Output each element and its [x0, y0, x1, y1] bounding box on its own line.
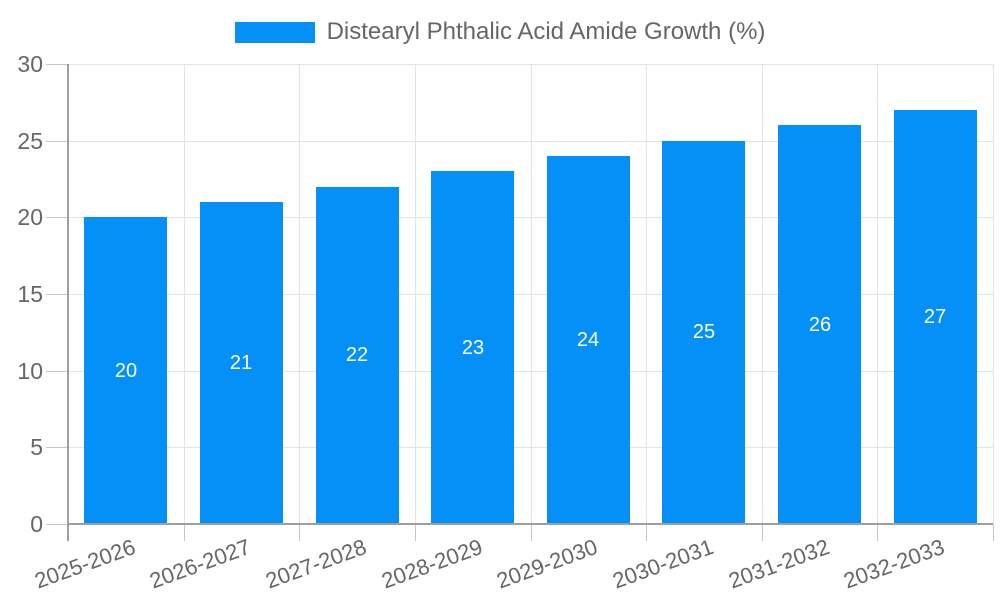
x-gridline [762, 64, 763, 524]
bar-value-label: 24 [576, 329, 600, 351]
y-axis-label: 5 [30, 434, 43, 460]
x-axis-label: 2026-2027 [146, 534, 254, 594]
y-tick-mark [46, 447, 68, 448]
legend: Distearyl Phthalic Acid Amide Growth (%) [0, 17, 1000, 47]
y-tick-mark [46, 217, 68, 218]
x-tick-mark [993, 524, 994, 541]
x-tick-mark [762, 524, 763, 541]
x-axis-label: 2028-2029 [378, 534, 486, 594]
y-axis-label: 25 [17, 128, 43, 154]
x-gridline [646, 64, 647, 524]
bar-value-label: 20 [114, 360, 138, 382]
x-gridline [415, 64, 416, 524]
y-gridline [68, 371, 993, 372]
bar-2030-2031[interactable] [662, 141, 745, 523]
bar-value-label: 25 [692, 321, 716, 343]
y-gridline [68, 141, 993, 142]
bar-2032-2033[interactable] [894, 110, 977, 523]
y-axis-label: 0 [30, 511, 43, 537]
y-axis-label: 30 [17, 51, 43, 77]
y-tick-mark [46, 524, 68, 525]
x-axis-label: 2030-2031 [609, 534, 717, 594]
x-tick-mark [299, 524, 300, 541]
y-axis-label: 15 [17, 281, 43, 307]
x-gridline [877, 64, 878, 524]
legend-item[interactable]: Distearyl Phthalic Acid Amide Growth (%) [234, 17, 766, 47]
y-axis-label: 10 [17, 358, 43, 384]
bar-2026-2027[interactable] [200, 202, 283, 523]
bar-2025-2026[interactable] [84, 217, 167, 523]
x-tick-mark [646, 524, 647, 541]
bar-2027-2028[interactable] [316, 187, 399, 523]
y-axis-line [67, 64, 69, 541]
bar-2031-2032[interactable] [778, 125, 861, 523]
x-tick-mark [415, 524, 416, 541]
bar-2029-2030[interactable] [547, 156, 630, 523]
x-gridline [531, 64, 532, 524]
bar-value-label: 22 [345, 344, 369, 366]
y-tick-mark [46, 64, 68, 65]
x-gridline [184, 64, 185, 524]
y-axis-label: 20 [17, 204, 43, 230]
y-gridline [68, 447, 993, 448]
x-gridline [299, 64, 300, 524]
x-tick-mark [531, 524, 532, 541]
y-gridline [68, 64, 993, 65]
bar-value-label: 23 [461, 337, 485, 359]
x-axis-label: 2032-2033 [840, 534, 948, 594]
y-gridline [68, 217, 993, 218]
bar-value-label: 21 [229, 352, 253, 374]
bar-value-label: 26 [808, 314, 832, 336]
x-axis-label: 2031-2032 [725, 534, 833, 594]
y-gridline [68, 294, 993, 295]
x-axis-label: 2029-2030 [493, 534, 601, 594]
y-tick-mark [46, 294, 68, 295]
legend-label: Distearyl Phthalic Acid Amide Growth (%) [326, 18, 766, 45]
x-axis-label: 2027-2028 [262, 534, 370, 594]
x-tick-mark [877, 524, 878, 541]
legend-swatch [234, 21, 315, 43]
bar-2028-2029[interactable] [431, 171, 514, 523]
x-axis-label: 2025-2026 [31, 534, 139, 594]
y-tick-mark [46, 371, 68, 372]
x-gridline [993, 64, 994, 524]
x-axis-baseline [68, 523, 993, 525]
bar-value-label: 27 [923, 306, 947, 328]
y-tick-mark [46, 141, 68, 142]
x-tick-mark [184, 524, 185, 541]
